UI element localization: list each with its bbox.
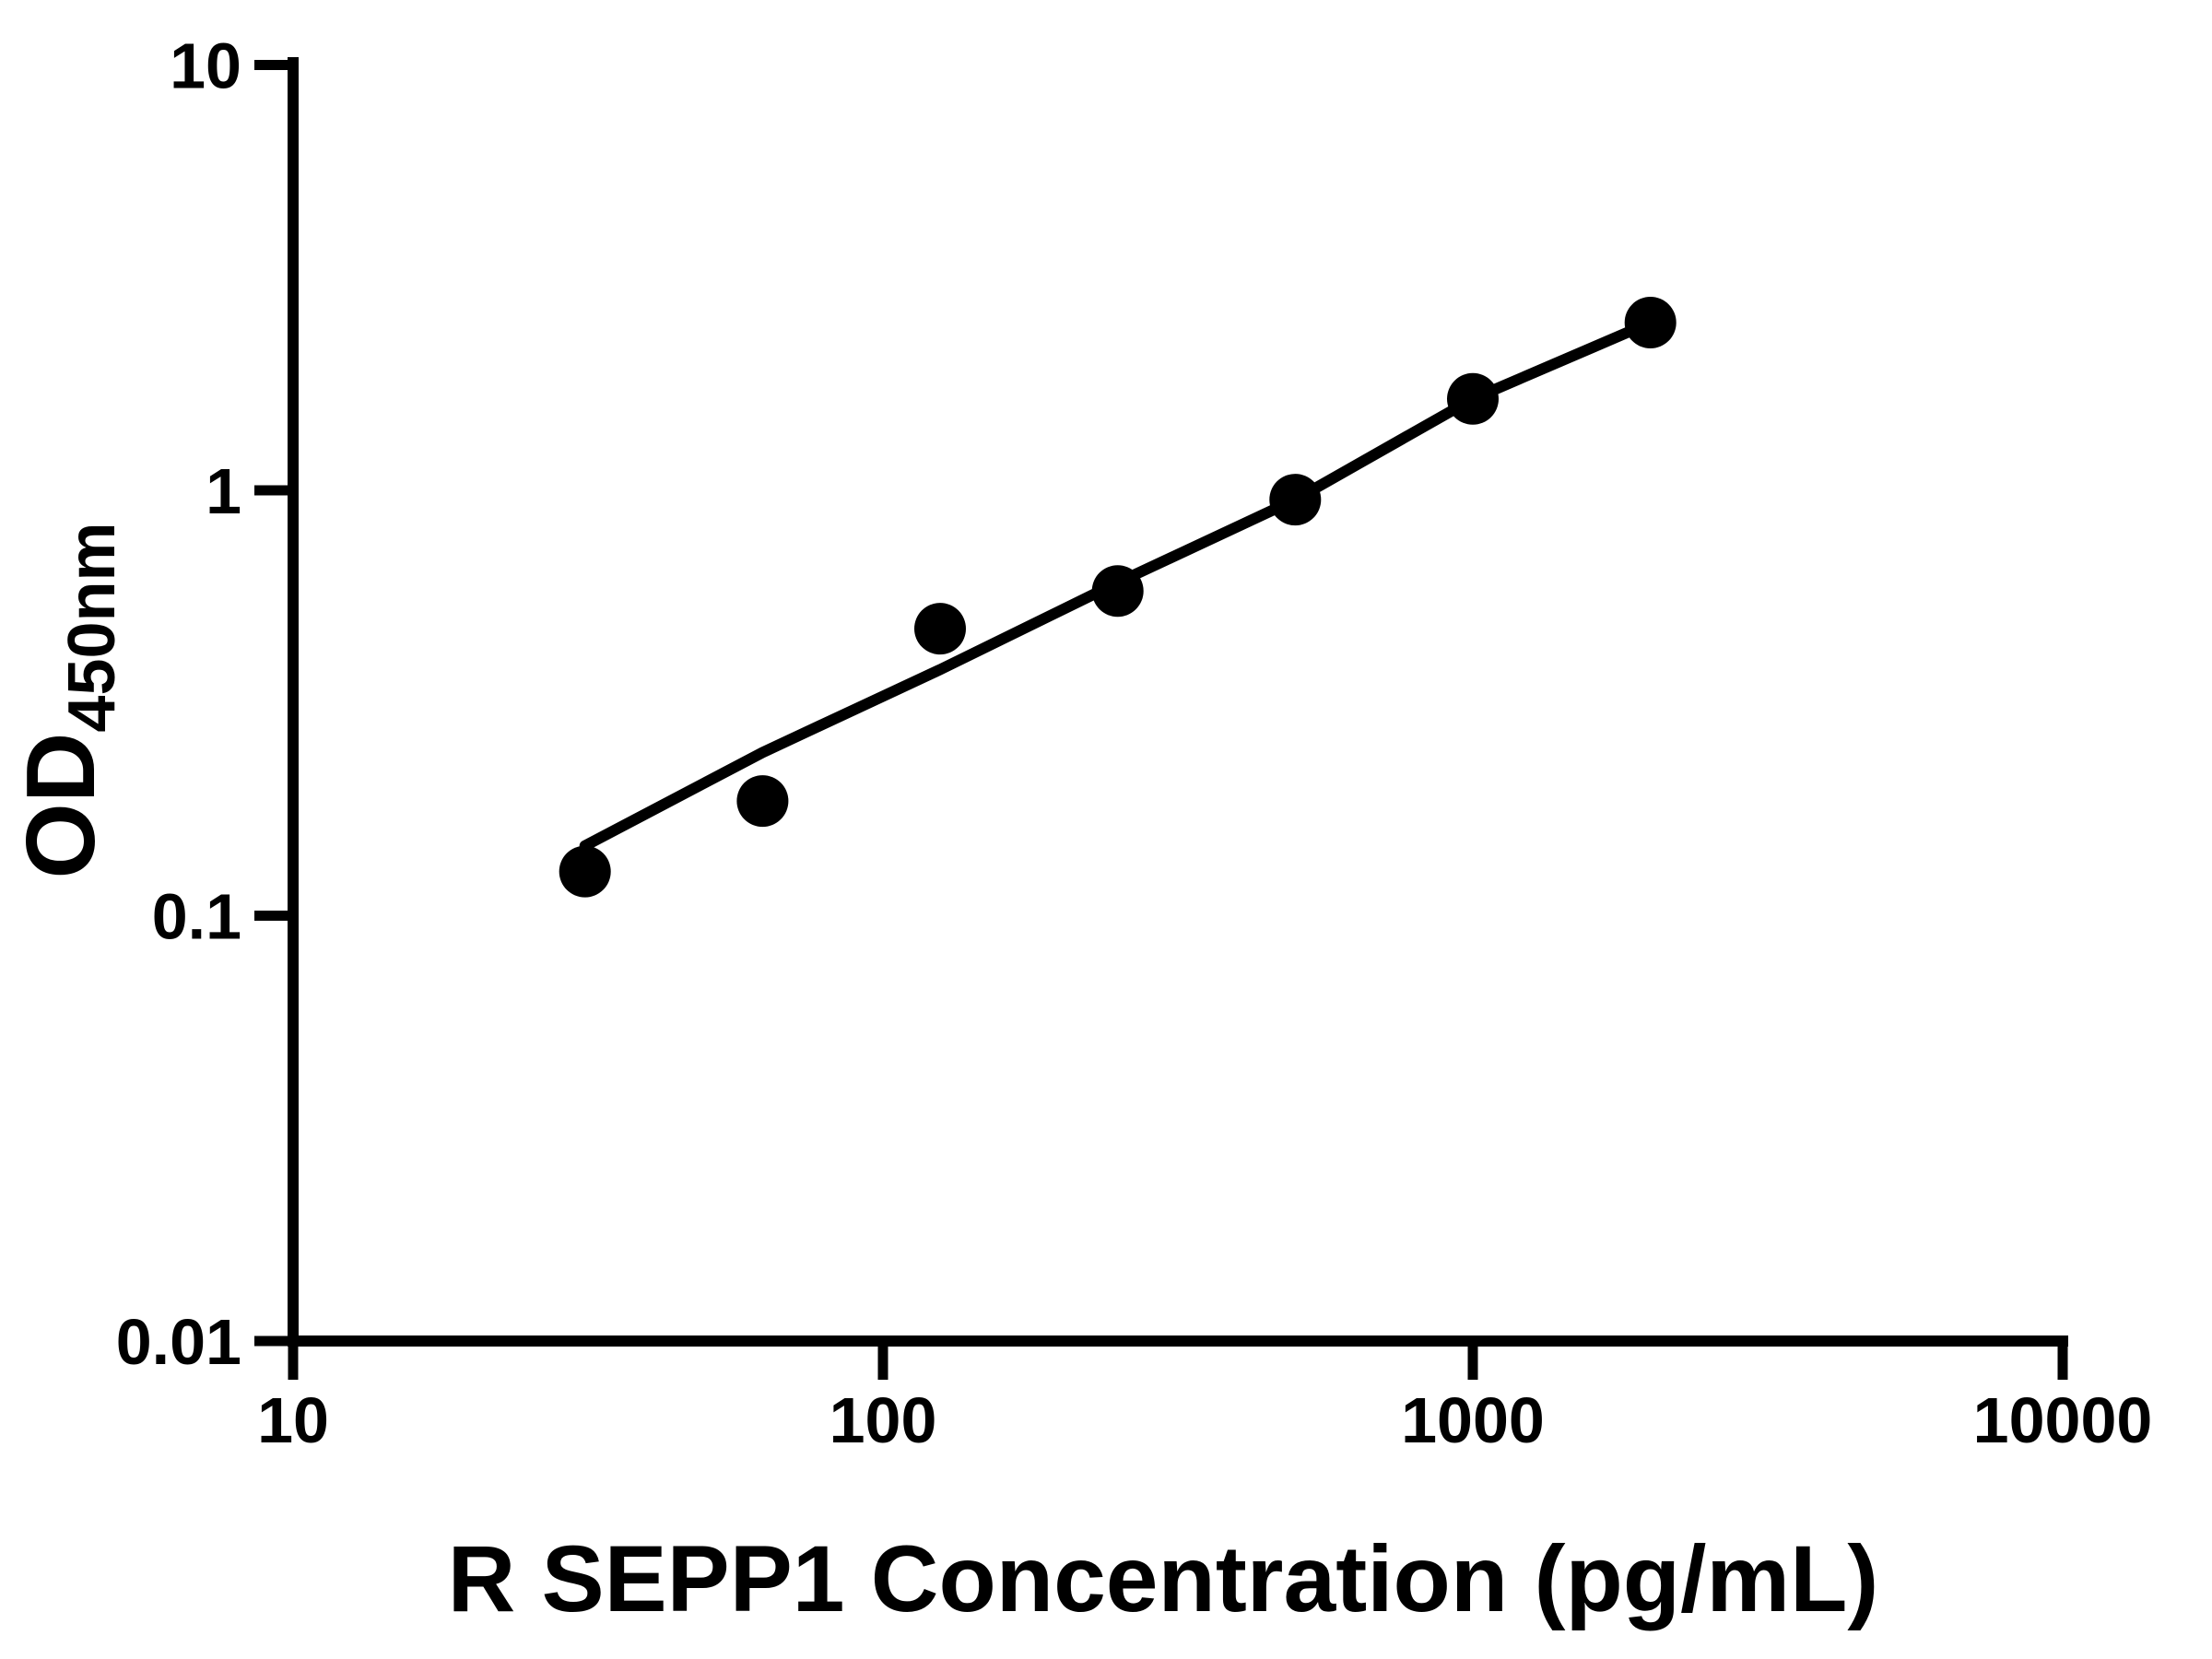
data-point — [559, 845, 611, 898]
data-point — [1447, 372, 1499, 425]
y-axis-title-main: OD — [6, 733, 115, 879]
y-axis-title: OD450nm — [6, 522, 129, 878]
y-tick-label: 0.01 — [116, 1306, 241, 1378]
axis-ticks — [254, 60, 2068, 1380]
data-point — [1269, 474, 1322, 526]
data-point — [736, 775, 789, 828]
data-series — [559, 297, 1677, 898]
x-tick-label: 1000 — [1401, 1384, 1545, 1456]
x-tick-label: 10000 — [1973, 1384, 2153, 1456]
data-point — [914, 603, 966, 655]
y-tick-label: 0.1 — [152, 881, 241, 953]
x-tick-label: 100 — [830, 1384, 937, 1456]
axes — [288, 57, 2068, 1347]
y-axis-title-subscript: 450nm — [55, 522, 129, 732]
data-point — [1091, 565, 1144, 618]
y-tick-label: 1 — [206, 455, 241, 527]
y-tick-label: 10 — [170, 30, 241, 102]
x-axis-title: R SEPP1 Concentration (pg/mL) — [448, 1526, 1879, 1631]
x-tick-label: 10 — [257, 1384, 329, 1456]
data-point — [1624, 297, 1677, 348]
